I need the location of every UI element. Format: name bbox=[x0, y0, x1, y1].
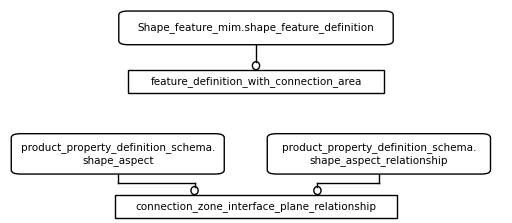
FancyBboxPatch shape bbox=[11, 134, 224, 174]
Bar bbox=[115, 194, 397, 218]
Text: product_property_definition_schema.
shape_aspect: product_property_definition_schema. shap… bbox=[20, 142, 215, 165]
Text: product_property_definition_schema.
shape_aspect_relationship: product_property_definition_schema. shap… bbox=[282, 142, 476, 165]
Bar bbox=[128, 70, 384, 93]
Text: connection_zone_interface_plane_relationship: connection_zone_interface_plane_relation… bbox=[136, 201, 376, 212]
FancyBboxPatch shape bbox=[119, 11, 393, 45]
Text: Shape_feature_mim.shape_feature_definition: Shape_feature_mim.shape_feature_definiti… bbox=[138, 23, 374, 33]
FancyBboxPatch shape bbox=[267, 134, 490, 174]
Text: feature_definition_with_connection_area: feature_definition_with_connection_area bbox=[151, 76, 361, 87]
